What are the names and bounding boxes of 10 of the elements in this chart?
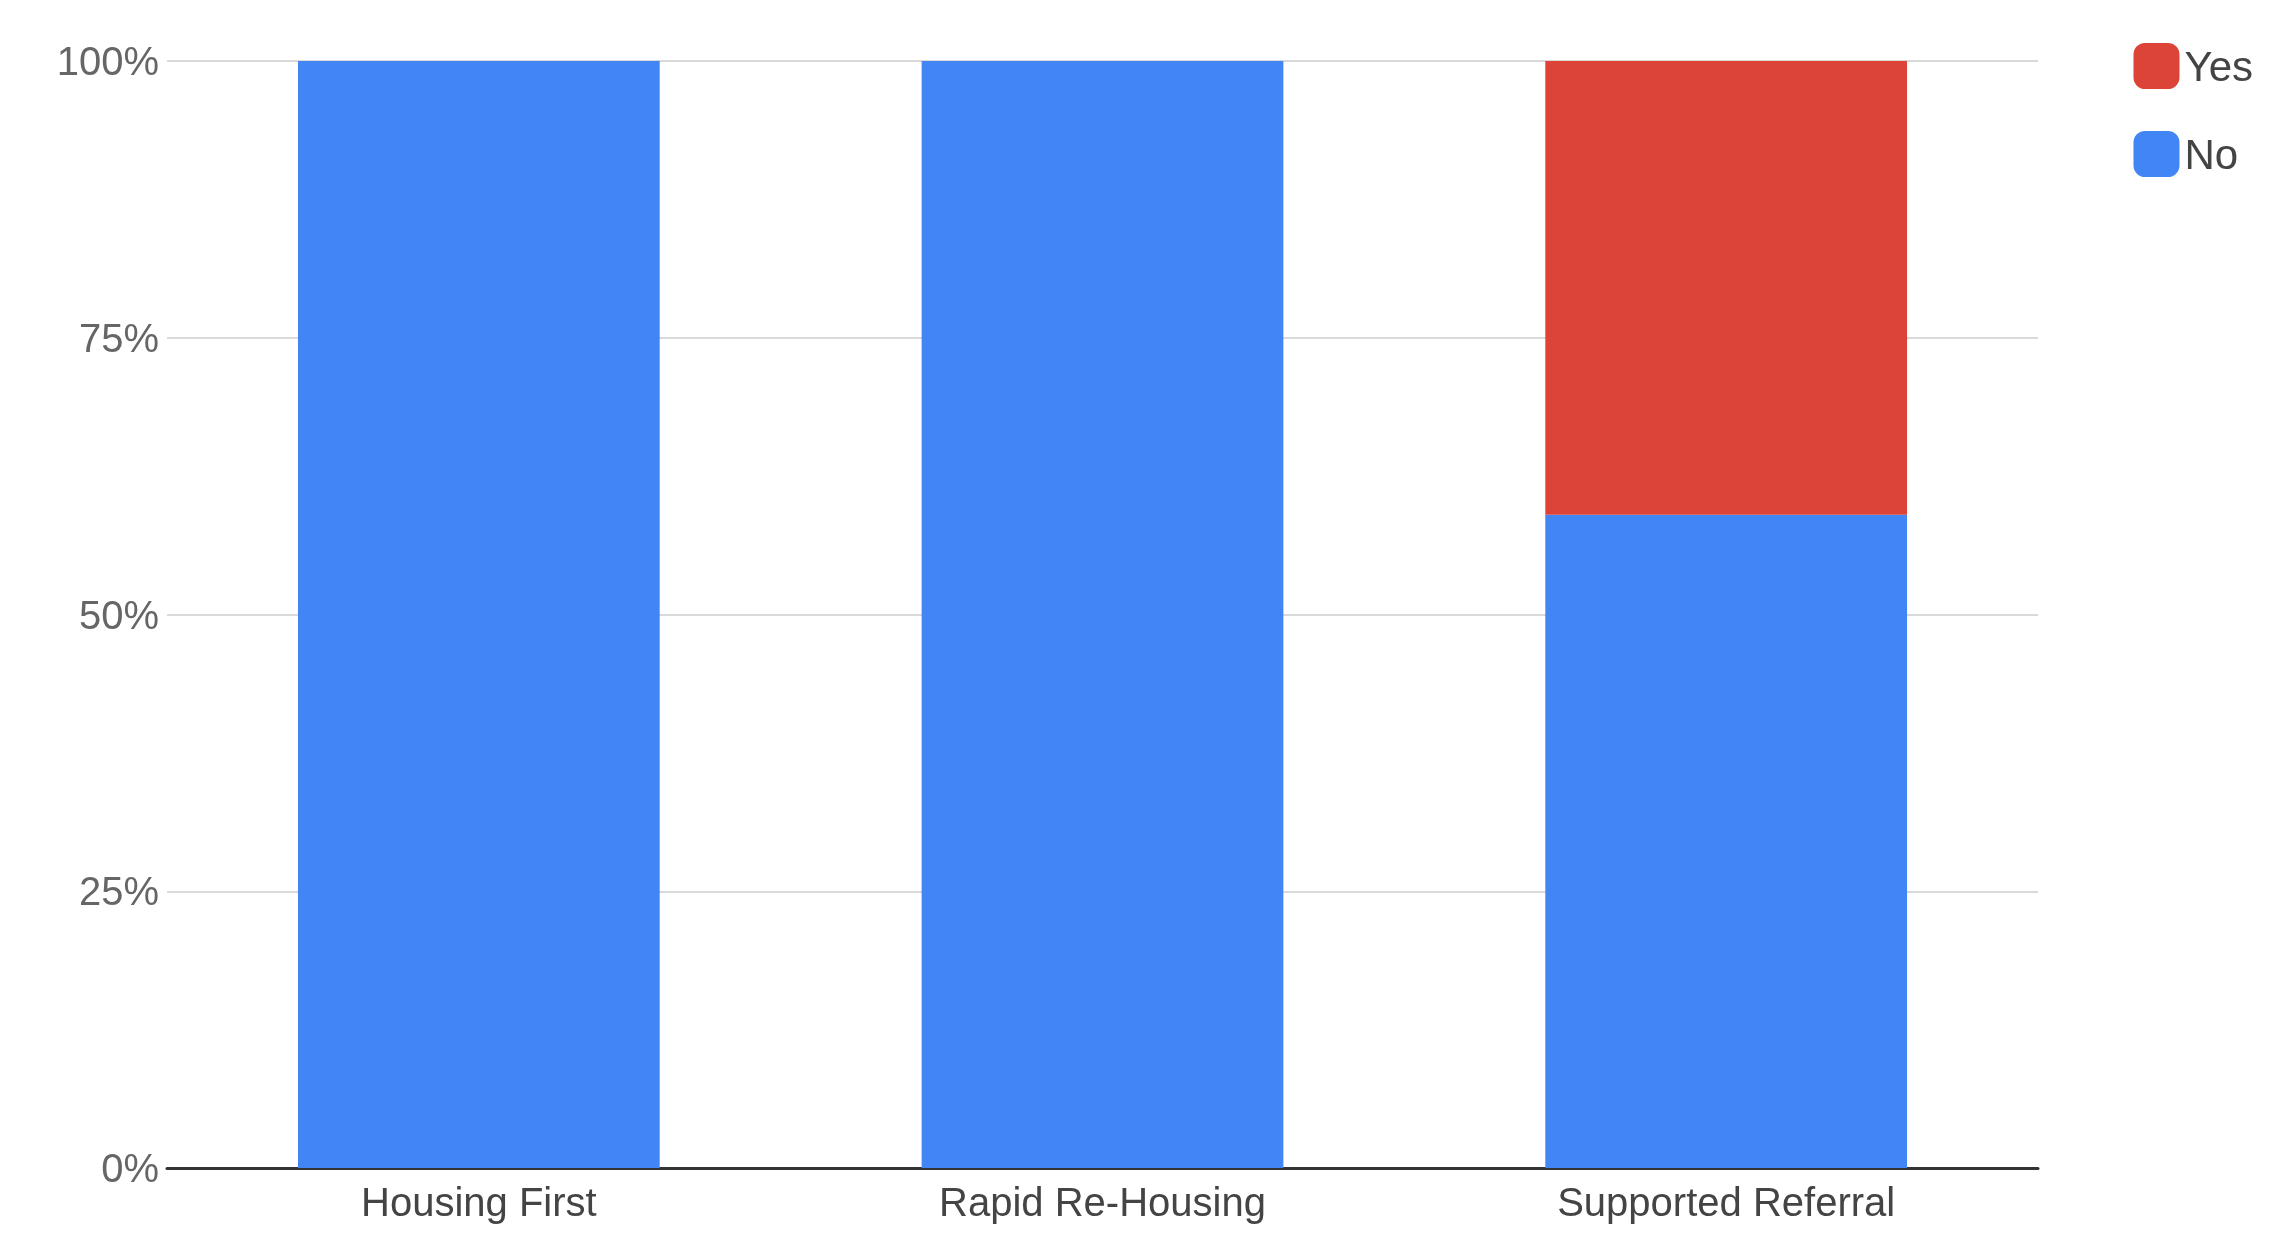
- y-tick-label: 0%: [101, 1146, 159, 1190]
- y-tick-label: 75%: [78, 315, 159, 360]
- y-tick-label: 100%: [56, 39, 159, 83]
- legend-label: No: [2184, 130, 2239, 178]
- x-tick-label: Supported Referral: [1557, 1180, 1896, 1224]
- y-tick-label: 25%: [78, 869, 159, 914]
- y-tick-label: 50%: [78, 592, 159, 637]
- x-tick-label: Rapid Re-Housing: [939, 1180, 1266, 1224]
- x-tick-label: Housing First: [361, 1180, 597, 1224]
- legend-label: Yes: [2184, 42, 2254, 90]
